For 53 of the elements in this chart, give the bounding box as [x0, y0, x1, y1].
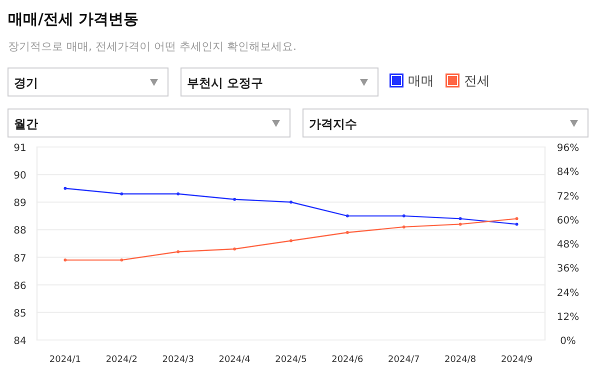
chart-subtitle: 장기적으로 매매, 전세가격이 어떤 추세인지 확인해보세요.: [8, 40, 296, 53]
point: [176, 250, 180, 254]
point: [290, 239, 292, 242]
dropdown: 가격지수: [302, 108, 588, 138]
y-tick-label: 86: [14, 280, 26, 292]
x-tick-label: 2024/5: [275, 355, 307, 365]
x-tick-label: 2024/9: [500, 355, 533, 365]
y-tick-label: 88: [14, 226, 26, 237]
y2-tick-label: 0%: [560, 336, 576, 347]
point: [346, 214, 349, 218]
point: [64, 186, 67, 190]
y-tick-label: 89: [14, 198, 26, 210]
point: [176, 192, 180, 196]
x-tick-label: 2024/1: [49, 355, 82, 365]
x-tick-label: 2024/3: [162, 355, 194, 365]
y2-tick-label: 96%: [556, 143, 580, 154]
point: [402, 214, 406, 218]
dropdown: 월간: [8, 108, 290, 138]
x-tick-label: 2024/6: [332, 355, 364, 365]
line-series: [64, 217, 518, 262]
y2-tick-label: 24%: [556, 288, 580, 299]
point: [120, 258, 124, 262]
x-tick-label: 2024/8: [444, 355, 476, 365]
point: [64, 258, 67, 262]
legend-label: 매매: [408, 74, 434, 89]
x-tick-label: 2024/2: [106, 355, 138, 365]
point: [120, 192, 124, 196]
y-tick-label: 91: [14, 143, 26, 154]
y2-tick-label: 60%: [556, 215, 580, 226]
legend-item: 전세: [446, 74, 490, 89]
x-tick-label: 2024/7: [388, 355, 420, 365]
point: [233, 198, 236, 201]
y-tick-label: 84: [14, 336, 26, 347]
dropdown: 부천시 오정구: [180, 68, 378, 96]
point: [290, 200, 292, 204]
chart-title: 매매/전세 가격변동: [8, 10, 139, 28]
point: [458, 217, 462, 220]
legend-item: 매매: [390, 74, 434, 89]
point: [515, 222, 518, 226]
y2-tick-label: 48%: [556, 240, 580, 250]
point: [458, 222, 462, 226]
y-tick-label: 85: [14, 308, 26, 320]
y-tick-label: 90: [14, 170, 26, 182]
line-series: [64, 186, 518, 226]
y-tick-label: 87: [14, 253, 26, 264]
y2-tick-label: 72%: [556, 191, 580, 202]
y2-tick-label: 12%: [556, 312, 580, 323]
x-tick-label: 2024/4: [218, 355, 251, 365]
dropdown: 경기: [8, 68, 168, 96]
y2-tick-label: 36%: [556, 264, 580, 275]
legend-label: 전세: [464, 74, 490, 89]
y2-tick-label: 84%: [556, 167, 580, 178]
point: [515, 217, 518, 220]
